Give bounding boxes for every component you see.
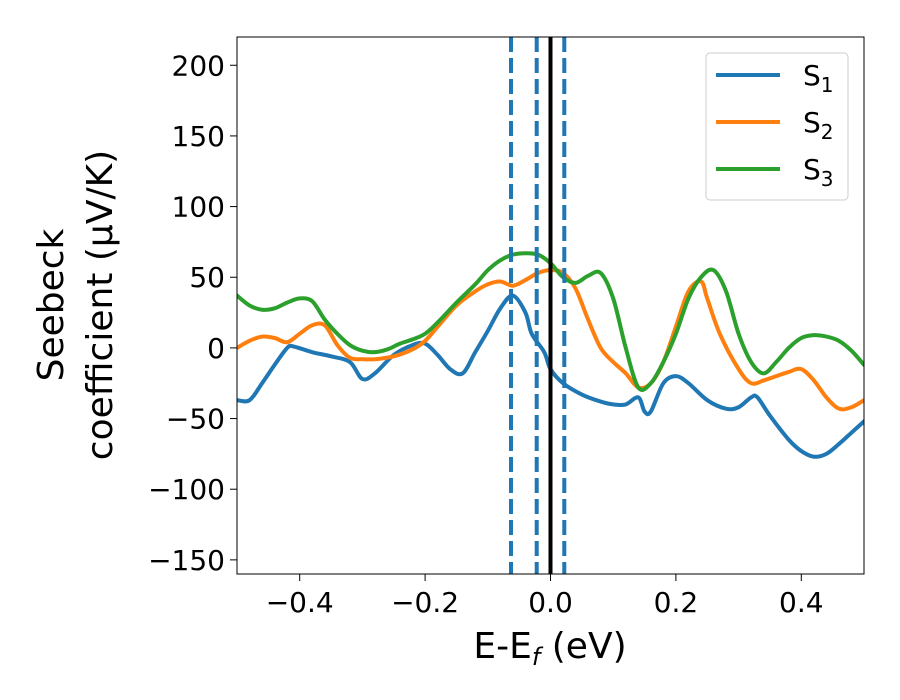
x-tick-label: 0.0 [528, 586, 573, 619]
legend-box [705, 52, 849, 201]
y-axis-label-line1: Seebeck [31, 228, 72, 381]
series-line-s3 [237, 251, 864, 392]
y-axis-label-line2: coefficient (μV/K) [80, 150, 121, 460]
y-tick-label: 0 [207, 332, 225, 365]
x-tick-label: −0.2 [391, 586, 459, 619]
x-tick-label: −0.4 [266, 586, 334, 619]
y-tick-label: 200 [172, 49, 225, 82]
x-axis-ticks: −0.4 −0.2 0.0 0.2 0.4 [266, 574, 824, 619]
x-tick-label: 0.4 [779, 586, 824, 619]
legend-label-s2: S2 [803, 106, 834, 144]
legend-label-s1: S1 [803, 59, 834, 97]
legend: S1 S2 S3 [705, 52, 849, 201]
x-axis-label: E-Ef (eV) [473, 626, 626, 671]
legend-items: S1 S2 S3 [716, 59, 834, 191]
x-tick-label: 0.2 [654, 586, 699, 619]
legend-label-s3: S3 [803, 153, 834, 191]
x-axis-label-main: E-E [473, 626, 531, 667]
y-tick-label: −50 [166, 403, 225, 436]
y-tick-label: −100 [148, 473, 225, 506]
y-tick-label: 50 [189, 261, 225, 294]
y-tick-label: −150 [148, 544, 225, 577]
y-axis-ticks: −150 −100 −50 0 50 100 150 200 [148, 49, 237, 577]
y-tick-label: 150 [172, 120, 225, 153]
y-tick-label: 100 [172, 191, 225, 224]
x-axis-label-unit: (eV) [540, 626, 626, 667]
vline-layer [508, 37, 567, 574]
